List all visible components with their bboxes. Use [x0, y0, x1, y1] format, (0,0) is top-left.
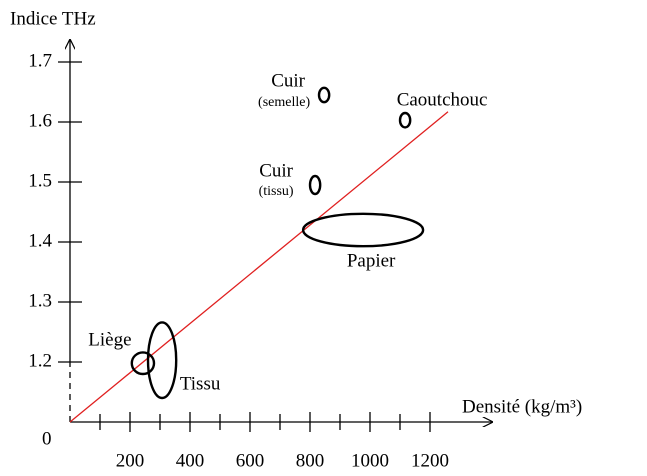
point-note: (tissu)	[259, 184, 294, 199]
x-tick-label: 200	[116, 450, 145, 471]
x-axis-label: Densité (kg/m³)	[462, 396, 582, 417]
y-tick-label: 1.7	[28, 50, 52, 71]
y-tick-label: 1.6	[28, 110, 52, 131]
ellipse-marker	[146, 321, 178, 400]
x-tick-label: 1000	[351, 450, 389, 471]
ellipse-marker	[301, 212, 425, 248]
x-tick-label: 800	[296, 450, 325, 471]
y-tick-label: 1.2	[28, 350, 52, 371]
point-label: Cuir	[271, 70, 305, 91]
point-note: (semelle)	[258, 95, 310, 110]
ellipse-marker	[130, 351, 156, 376]
point-label: Cuir	[259, 160, 293, 181]
x-tick-label: 1200	[411, 450, 449, 471]
point-label: Tissu	[180, 374, 221, 395]
y-tick-label: 1.3	[28, 290, 52, 311]
origin-label: 0	[42, 428, 52, 449]
ellipse-marker	[398, 111, 412, 129]
point-label: Papier	[347, 250, 396, 271]
ellipse-marker	[308, 174, 322, 196]
point-label: Caoutchouc	[397, 90, 488, 111]
y-axis-label: Indice THz	[10, 8, 96, 29]
x-tick-label: 400	[176, 450, 205, 471]
y-tick-label: 1.4	[28, 230, 52, 251]
point-label: Liège	[88, 330, 131, 351]
x-tick-label: 600	[236, 450, 265, 471]
ellipse-marker	[317, 86, 331, 104]
y-tick-label: 1.5	[28, 170, 52, 191]
